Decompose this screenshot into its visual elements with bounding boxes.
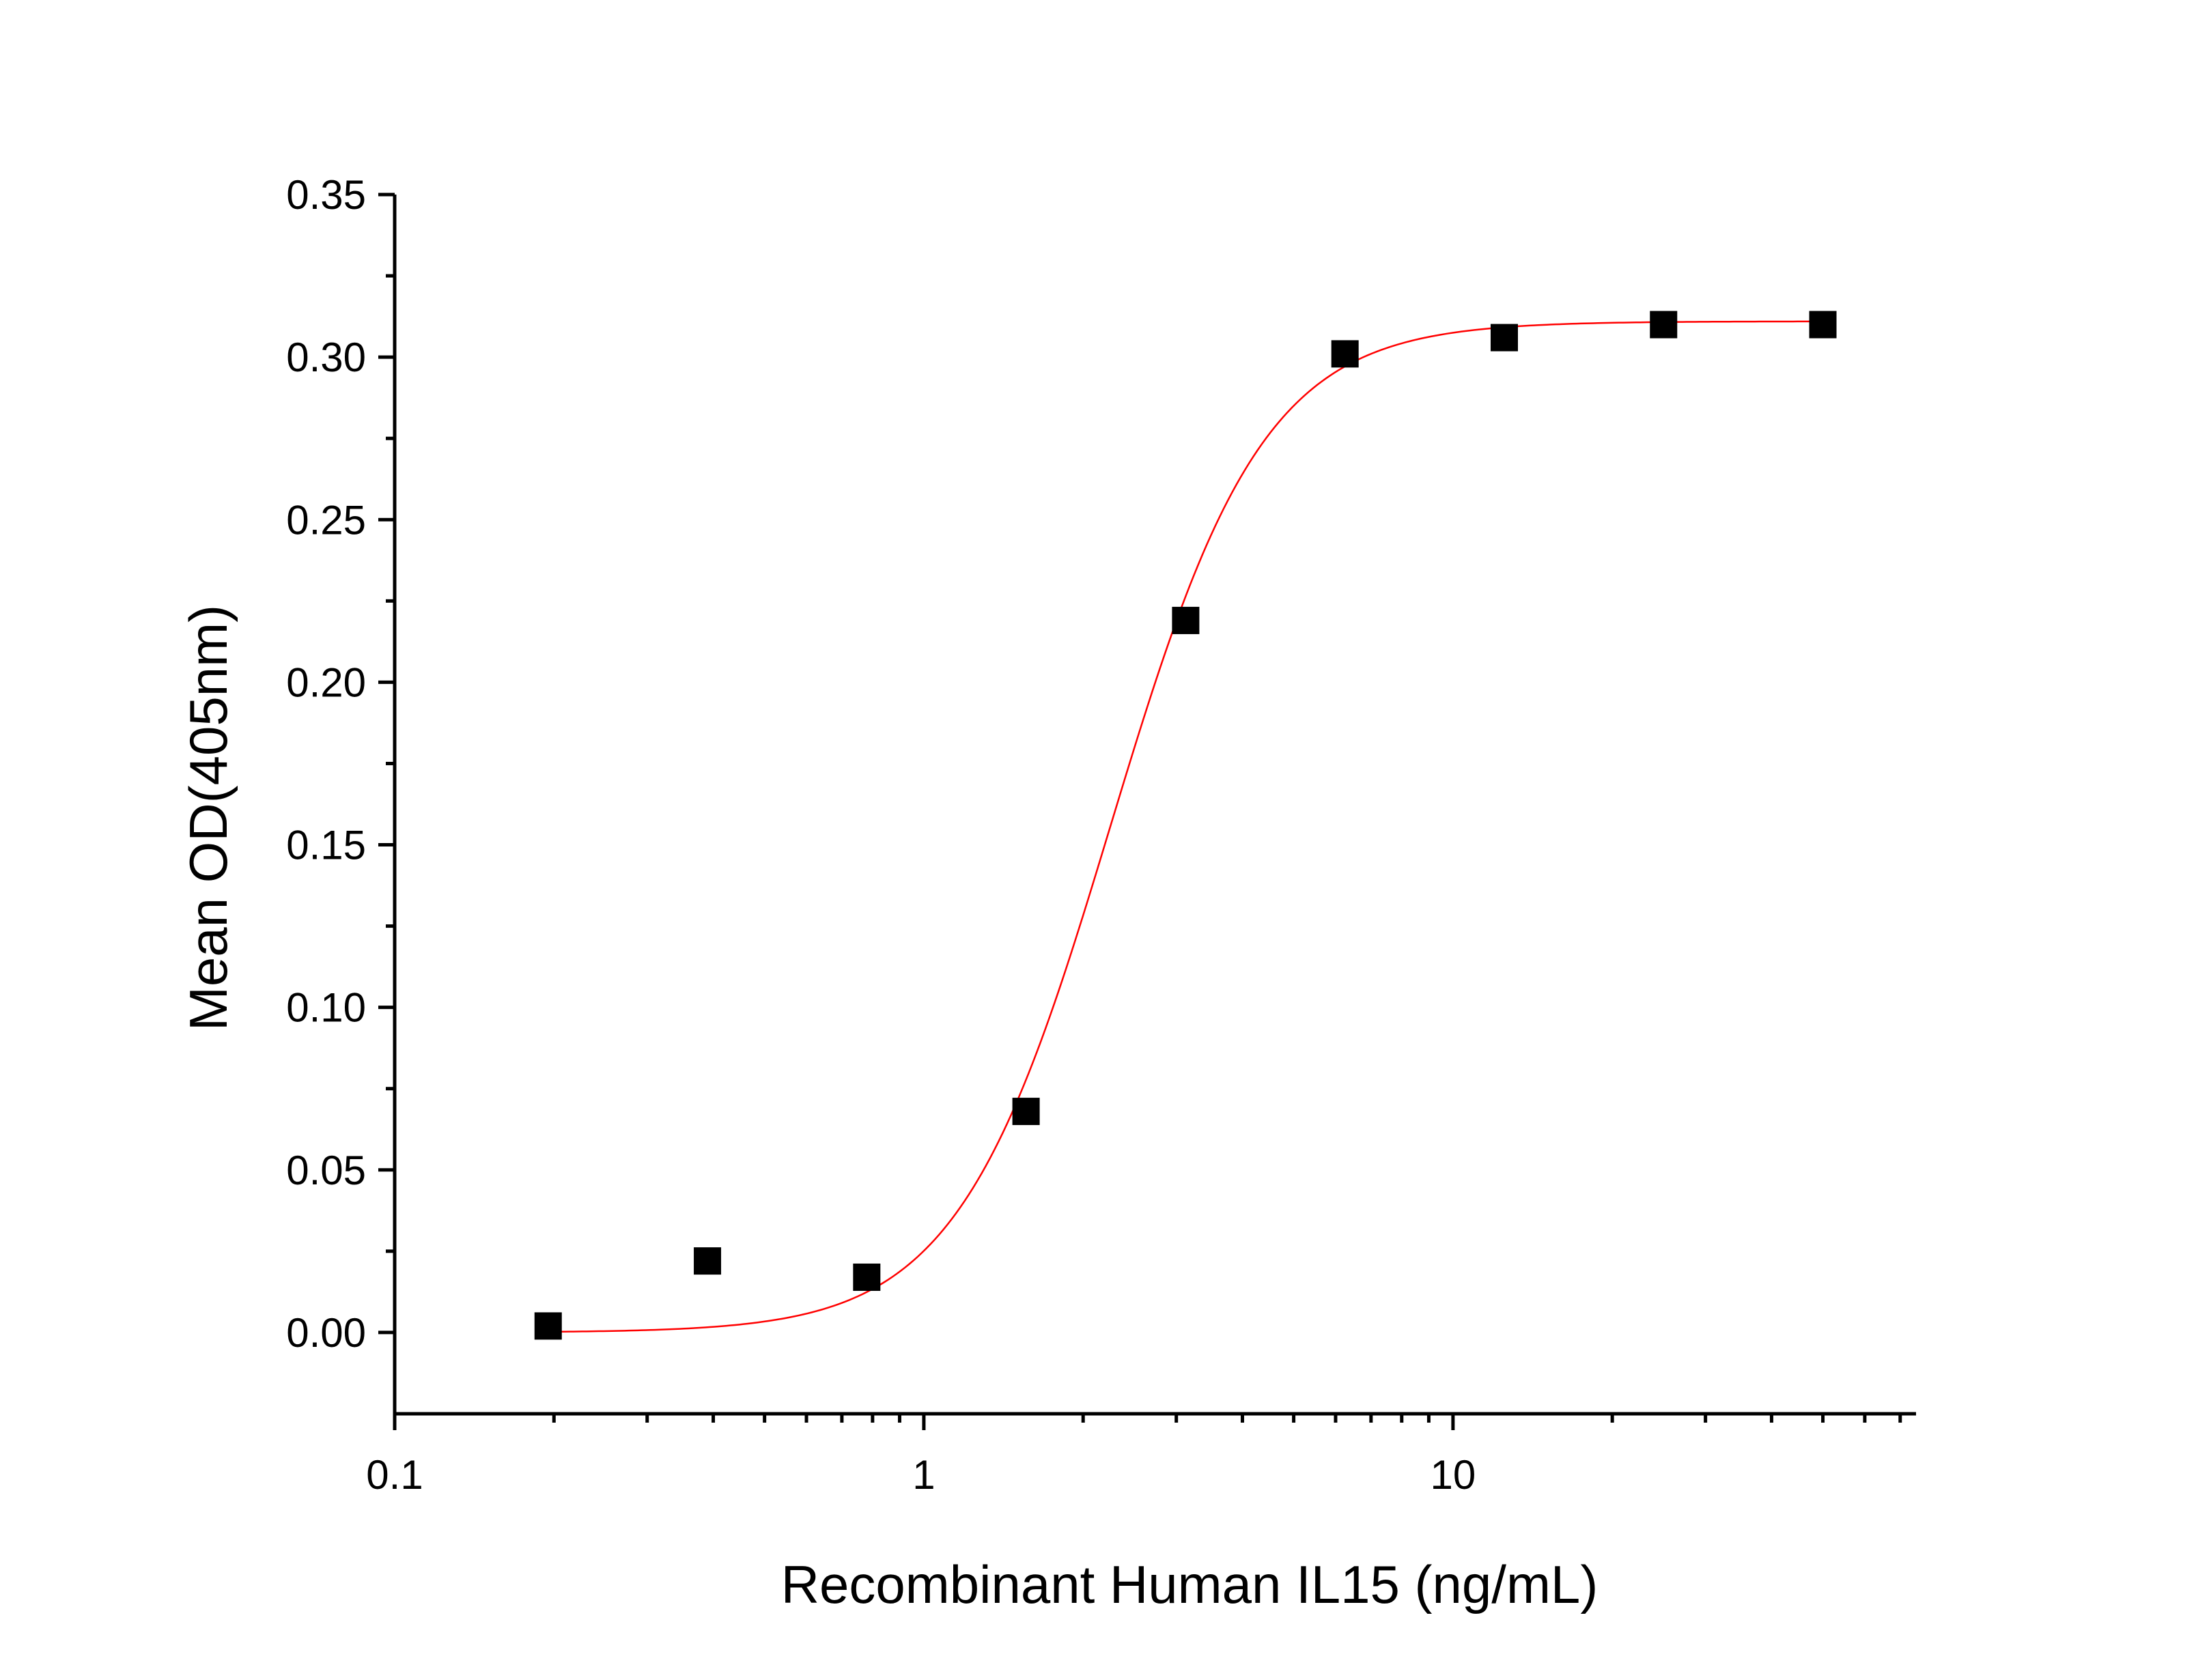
data-point bbox=[1012, 1098, 1040, 1126]
y-tick-label: 0.25 bbox=[286, 497, 366, 543]
x-tick-label: 1 bbox=[912, 1452, 935, 1498]
data-point bbox=[534, 1312, 562, 1340]
y-tick-label: 0.00 bbox=[286, 1310, 366, 1356]
y-tick-label: 0.15 bbox=[286, 823, 366, 868]
y-tick-label: 0.30 bbox=[286, 334, 366, 380]
y-tick-label: 0.20 bbox=[286, 659, 366, 705]
ticks-layer: 0.00 0.05 0.10 0.15 0.20 0.25 0.30 0.35 0.1 1 10 bbox=[286, 172, 1902, 1498]
data-point bbox=[1172, 606, 1200, 634]
y-axis-title: Mean OD(405nm) bbox=[178, 605, 238, 1031]
x-axis-title: Recombinant Human IL15 (ng/mL) bbox=[781, 1554, 1599, 1614]
data-points bbox=[534, 311, 1837, 1340]
data-point bbox=[694, 1247, 722, 1275]
data-point bbox=[853, 1263, 881, 1291]
data-point bbox=[1650, 311, 1678, 339]
x-tick-label: 0.1 bbox=[366, 1452, 423, 1498]
y-tick-label: 0.05 bbox=[286, 1148, 366, 1193]
fit-curve bbox=[548, 320, 1823, 1333]
data-point bbox=[1331, 340, 1359, 368]
data-point bbox=[1490, 324, 1518, 352]
y-tick-label: 0.35 bbox=[286, 172, 366, 218]
data-point bbox=[1809, 311, 1837, 339]
x-tick-label: 10 bbox=[1431, 1452, 1476, 1498]
y-tick-label: 0.10 bbox=[286, 985, 366, 1031]
